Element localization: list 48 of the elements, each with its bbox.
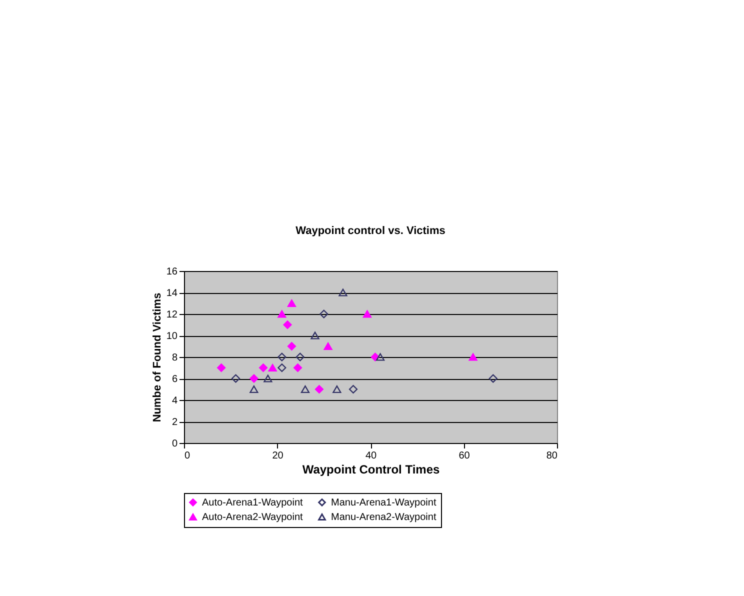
y-tick-label: 6	[172, 374, 178, 385]
point	[468, 353, 478, 361]
point	[348, 384, 358, 394]
point	[362, 310, 372, 318]
x-tick-label: 40	[365, 450, 377, 462]
y-tick-label: 16	[166, 266, 178, 278]
point	[250, 374, 258, 383]
point	[314, 384, 324, 394]
y-tick-label: 0	[172, 438, 178, 450]
y-tick-label: 8	[172, 352, 178, 364]
point	[278, 363, 286, 372]
x-axis-title: Waypoint Control Times	[302, 462, 440, 476]
point	[332, 385, 342, 394]
point	[287, 299, 296, 308]
point	[488, 374, 498, 383]
x-tick-label: 0	[184, 450, 190, 462]
point	[231, 374, 240, 383]
x-tick-label: 60	[458, 450, 470, 462]
point	[250, 385, 258, 394]
legend-label: Auto-Arena1-Waypoint	[202, 497, 304, 508]
point	[376, 353, 385, 361]
point	[296, 352, 304, 362]
y-tick-label: 12	[166, 310, 178, 320]
point	[320, 310, 328, 318]
y-tick-label: 14	[166, 288, 178, 299]
point	[278, 352, 286, 362]
point	[283, 320, 292, 330]
chart-title: Waypoint control vs. Victims	[296, 225, 446, 237]
point	[310, 332, 320, 340]
point	[324, 342, 332, 350]
legend-label: Auto-Arena2-Waypoint	[202, 512, 304, 523]
y-axis-title: Numbe of Found Victims	[151, 292, 164, 422]
legend-label: Manu-Arena2-Waypoint	[331, 512, 436, 523]
point	[338, 288, 348, 296]
point	[268, 364, 277, 372]
point	[293, 363, 302, 372]
point	[300, 385, 310, 394]
point	[278, 310, 286, 318]
y-tick-label: 2	[172, 417, 178, 428]
point	[287, 342, 296, 351]
y-tick-label: 10	[166, 331, 178, 342]
x-tick-label: 20	[272, 450, 284, 462]
point	[258, 363, 268, 372]
point	[216, 363, 226, 372]
legend-label: Manu-Arena1-Waypoint	[331, 497, 436, 508]
x-tick-label: 80	[546, 450, 558, 462]
point	[264, 374, 272, 382]
y-tick-label: 4	[172, 396, 178, 406]
